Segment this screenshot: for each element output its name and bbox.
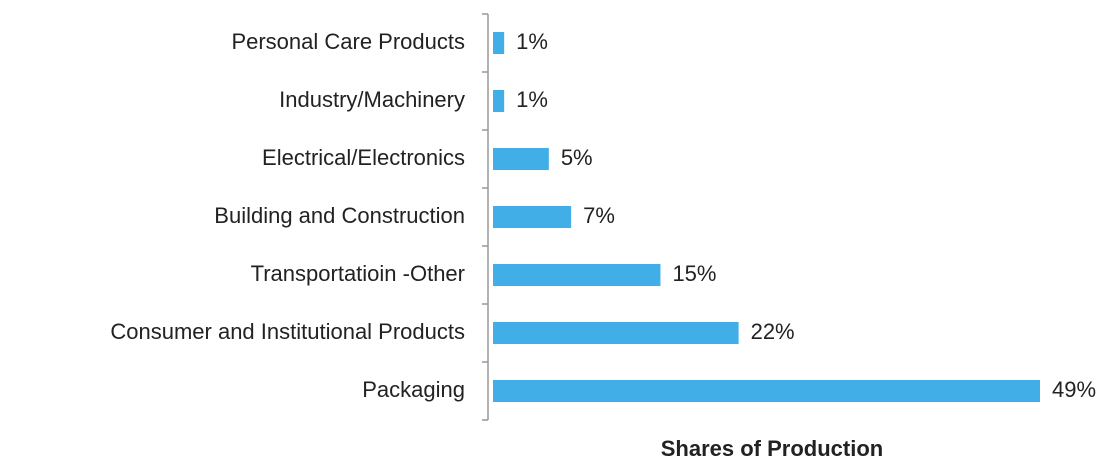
category-label: Industry/Machinery xyxy=(279,87,465,112)
value-label: 1% xyxy=(516,87,548,112)
bar xyxy=(493,380,1040,402)
value-label: 5% xyxy=(561,145,593,170)
value-label: 22% xyxy=(751,319,795,344)
category-label: Consumer and Institutional Products xyxy=(110,319,465,344)
bar xyxy=(493,264,661,286)
category-label: Electrical/Electronics xyxy=(262,145,465,170)
category-label: Building and Construction xyxy=(214,203,465,228)
x-axis-title: Shares of Production xyxy=(661,436,883,461)
category-label: Personal Care Products xyxy=(231,29,465,54)
value-label: 7% xyxy=(583,203,615,228)
value-label: 15% xyxy=(672,261,716,286)
bar xyxy=(493,206,572,228)
value-label: 49% xyxy=(1052,377,1096,402)
category-label: Packaging xyxy=(362,377,465,402)
bar xyxy=(493,148,549,170)
value-label: 1% xyxy=(516,29,548,54)
bar xyxy=(493,90,505,112)
category-label: Transportatioin -Other xyxy=(251,261,465,286)
bar xyxy=(493,32,505,54)
bar xyxy=(493,322,739,344)
